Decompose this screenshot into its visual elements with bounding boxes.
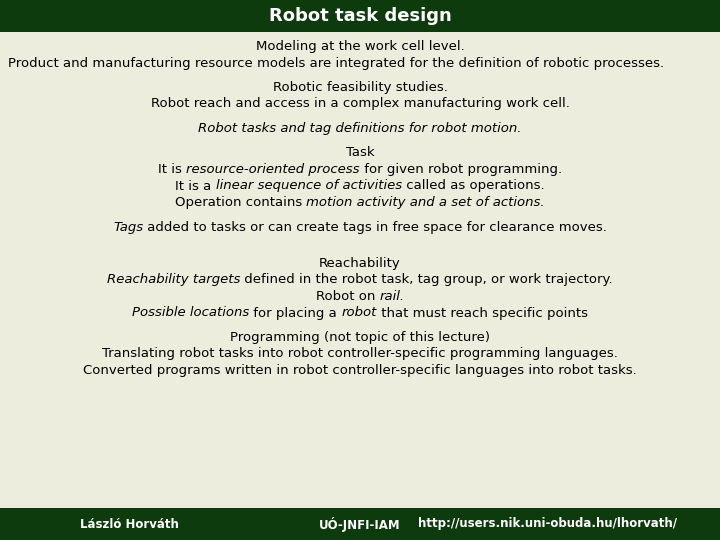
Text: Robotic feasibility studies.: Robotic feasibility studies.: [273, 81, 447, 94]
Text: defined in the robot task, tag group, or work trajectory.: defined in the robot task, tag group, or…: [240, 273, 613, 287]
Text: Product and manufacturing resource models are integrated for the definition of r: Product and manufacturing resource model…: [8, 57, 664, 70]
Text: linear sequence of activities: linear sequence of activities: [216, 179, 402, 192]
Text: Reachability targets: Reachability targets: [107, 273, 240, 287]
Text: László Horváth: László Horváth: [80, 517, 179, 530]
Text: Robot reach and access in a complex manufacturing work cell.: Robot reach and access in a complex manu…: [150, 98, 570, 111]
Text: added to tasks or can create tags in free space for clearance moves.: added to tasks or can create tags in fre…: [143, 220, 607, 233]
Text: Task: Task: [346, 146, 374, 159]
Text: that must reach specific points: that must reach specific points: [377, 307, 588, 320]
Text: http://users.nik.uni-obuda.hu/lhorvath/: http://users.nik.uni-obuda.hu/lhorvath/: [418, 517, 677, 530]
Text: Converted programs written in robot controller-specific languages into robot tas: Converted programs written in robot cont…: [83, 364, 637, 377]
Text: Translating robot tasks into robot controller-specific programming languages.: Translating robot tasks into robot contr…: [102, 348, 618, 361]
Text: Tags: Tags: [113, 220, 143, 233]
Text: Robot task design: Robot task design: [269, 7, 451, 25]
Text: for given robot programming.: for given robot programming.: [360, 163, 562, 176]
Text: rail.: rail.: [379, 290, 405, 303]
Text: It is: It is: [158, 163, 186, 176]
Bar: [0, 0, 720, 32]
Text: Programming (not topic of this lecture): Programming (not topic of this lecture): [230, 331, 490, 344]
Text: UÓ-JNFI-IAM: UÓ-JNFI-IAM: [319, 516, 401, 531]
Text: Robot tasks and tag definitions for robot motion.: Robot tasks and tag definitions for robo…: [198, 122, 522, 135]
Text: It is a: It is a: [176, 179, 216, 192]
Bar: [0, 508, 720, 540]
Text: Possible locations: Possible locations: [132, 307, 249, 320]
Text: called as operations.: called as operations.: [402, 179, 544, 192]
Text: resource-oriented process: resource-oriented process: [186, 163, 360, 176]
Text: Modeling at the work cell level.: Modeling at the work cell level.: [256, 40, 464, 53]
Text: Reachability: Reachability: [319, 257, 401, 270]
Text: motion activity and a set of actions.: motion activity and a set of actions.: [307, 196, 545, 209]
Text: Robot on: Robot on: [315, 290, 379, 303]
Text: robot: robot: [341, 307, 377, 320]
Text: for placing a: for placing a: [249, 307, 341, 320]
Text: Operation contains: Operation contains: [175, 196, 307, 209]
